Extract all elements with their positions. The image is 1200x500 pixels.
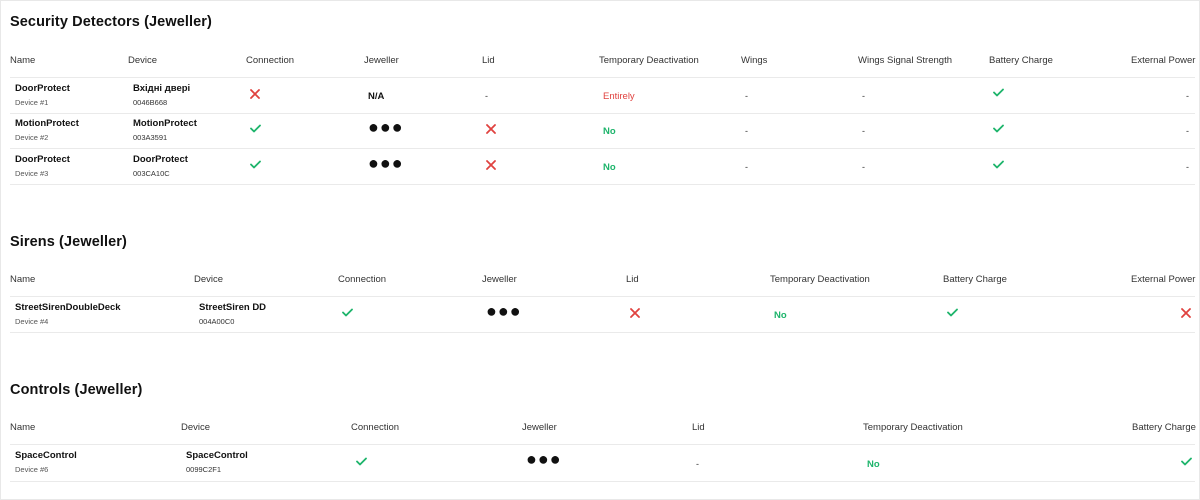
header-connection: Connection <box>351 422 400 433</box>
check-icon <box>250 160 261 169</box>
header-wings: Wings <box>741 55 768 66</box>
device-label: SpaceControl <box>186 450 248 461</box>
jeweller-value: N/A <box>368 91 385 102</box>
device-name: DoorProtect <box>15 154 70 165</box>
check-icon <box>342 308 353 317</box>
device-name: StreetSirenDoubleDeck <box>15 302 121 313</box>
divider <box>10 148 1195 149</box>
jeweller-signal-icon: ●●● <box>486 301 522 321</box>
header-lid: Lid <box>626 274 639 285</box>
device-id: 003A3591 <box>133 133 168 142</box>
check-icon <box>1181 457 1192 466</box>
header-jeweller: Jeweller <box>522 422 557 433</box>
wings-value: - <box>745 162 748 172</box>
jeweller-signal-icon: ●●● <box>368 117 404 137</box>
lid-value: - <box>485 91 488 101</box>
header-name: Name <box>10 422 36 433</box>
header-lid: Lid <box>692 422 705 433</box>
device-id: 003CA10C <box>133 169 170 178</box>
device-number: Device #1 <box>15 98 49 107</box>
header-deactivation: Temporary Deactivation <box>599 55 699 66</box>
deactivation-value: No <box>774 310 787 321</box>
section-title-controls: Controls (Jeweller) <box>10 382 143 398</box>
cross-icon <box>1181 308 1191 318</box>
header-power: External Power <box>1131 274 1196 285</box>
wings-signal-value: - <box>862 91 865 101</box>
divider <box>10 296 1195 297</box>
header-deactivation: Temporary Deactivation <box>863 422 963 433</box>
header-battery: Battery Charge <box>989 55 1053 66</box>
device-id: 0099C2F1 <box>186 465 222 474</box>
header-lid: Lid <box>482 55 495 66</box>
header-name: Name <box>10 274 36 285</box>
section-title-sirens: Sirens (Jeweller) <box>10 234 127 250</box>
wings-value: - <box>745 126 748 136</box>
header-jeweller: Jeweller <box>482 274 517 285</box>
header-deactivation: Temporary Deactivation <box>770 274 870 285</box>
power-value: - <box>1186 126 1189 136</box>
deactivation-value: No <box>603 162 616 173</box>
device-number: Device #3 <box>15 169 49 178</box>
device-name: SpaceControl <box>15 450 77 461</box>
device-number: Device #4 <box>15 317 49 326</box>
cross-icon <box>486 160 496 170</box>
device-id: 0046B668 <box>133 98 168 107</box>
section-title-detectors: Security Detectors (Jeweller) <box>10 14 212 30</box>
device-label: Вхідні двері <box>133 83 191 94</box>
table-row[interactable]: StreetSirenDoubleDeck Device #4 <box>15 302 121 326</box>
device-label: StreetSiren DD <box>199 302 267 313</box>
jeweller-signal-icon: ●●● <box>368 153 404 173</box>
power-value: - <box>1186 91 1189 101</box>
deactivation-value: No <box>603 126 616 137</box>
cross-icon <box>250 89 260 99</box>
header-wings-signal: Wings Signal Strength <box>858 55 952 66</box>
deactivation-value: Entirely <box>603 91 635 102</box>
table-row[interactable]: SpaceControl Device #6 <box>15 450 77 474</box>
check-icon <box>993 160 1004 169</box>
jeweller-signal-icon: ●●● <box>526 449 562 469</box>
wings-signal-value: - <box>862 126 865 136</box>
divider <box>10 77 1195 78</box>
device-number: Device #6 <box>15 465 49 474</box>
header-connection: Connection <box>338 274 387 285</box>
cross-icon <box>486 124 496 134</box>
header-name: Name <box>10 55 36 66</box>
divider <box>10 332 1195 333</box>
header-power: External Power <box>1131 55 1196 66</box>
divider <box>10 444 1195 445</box>
lid-value: - <box>696 459 699 469</box>
deactivation-value: No <box>867 459 880 470</box>
device-name: DoorProtect <box>15 83 70 94</box>
device-label: MotionProtect <box>133 118 197 129</box>
divider <box>10 481 1195 482</box>
device-number: Device #2 <box>15 133 49 142</box>
divider <box>10 113 1195 114</box>
header-battery: Battery Charge <box>943 274 1007 285</box>
check-icon <box>947 308 958 317</box>
header-device: Device <box>194 274 224 285</box>
device-name: MotionProtect <box>15 118 79 129</box>
device-id: 004A00C0 <box>199 317 235 326</box>
header-jeweller: Jeweller <box>364 55 399 66</box>
table-row[interactable]: MotionProtect Device #2 <box>15 118 79 142</box>
power-value: - <box>1186 162 1189 172</box>
header-device: Device <box>181 422 211 433</box>
check-icon <box>993 124 1004 133</box>
header-battery: Battery Charge <box>1132 422 1196 433</box>
check-icon <box>250 124 261 133</box>
divider <box>10 184 1195 185</box>
header-device: Device <box>128 55 158 66</box>
device-label: DoorProtect <box>133 154 188 165</box>
wings-signal-value: - <box>862 162 865 172</box>
check-icon <box>993 88 1004 97</box>
cross-icon <box>630 308 640 318</box>
check-icon <box>356 457 367 466</box>
table-row[interactable]: DoorProtect Device #1 <box>15 83 70 107</box>
wings-value: - <box>745 91 748 101</box>
table-row[interactable]: DoorProtect Device #3 <box>15 154 70 178</box>
header-connection: Connection <box>246 55 295 66</box>
